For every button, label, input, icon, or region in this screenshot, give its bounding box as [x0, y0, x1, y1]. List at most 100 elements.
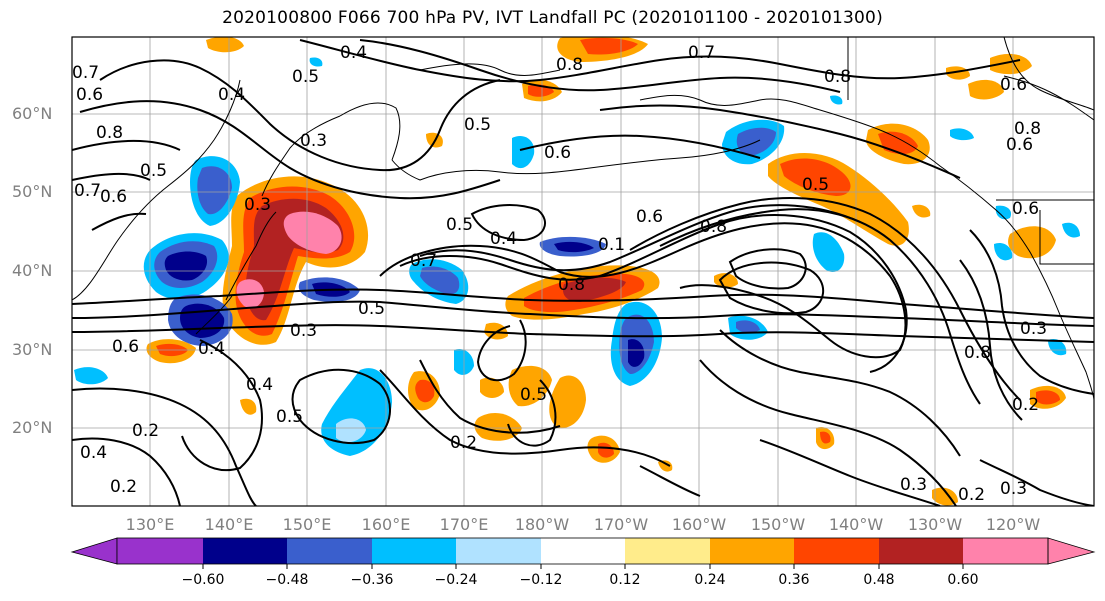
- contour-label: 0.4: [490, 229, 517, 249]
- colorbar-extend-low: [70, 537, 118, 565]
- negative-anomaly-region: [812, 232, 845, 273]
- negative-anomaly-region: [309, 57, 323, 67]
- contour-label: 0.4: [80, 443, 107, 463]
- colorbar: [70, 537, 1096, 569]
- contour-label: 0.5: [292, 67, 319, 87]
- colorbar-segment: [710, 538, 794, 564]
- contour-label: 0.4: [198, 339, 225, 359]
- contour-label: 0.8: [700, 217, 727, 237]
- contour-label: 0.2: [958, 485, 985, 505]
- negative-anomaly-region: [197, 166, 232, 215]
- positive-anomaly-region: [990, 53, 1032, 75]
- lat-label: 20°N: [12, 418, 53, 437]
- positive-anomaly-region: [240, 398, 257, 415]
- positive-anomaly-region: [474, 413, 522, 441]
- colorbar-segment: [541, 538, 625, 564]
- positive-anomaly-region: [283, 211, 342, 254]
- contour-label: 0.3: [900, 475, 927, 495]
- positive-anomaly-region: [415, 379, 435, 403]
- colorbar-segment: [203, 538, 287, 564]
- colorbar-segment: [625, 538, 710, 564]
- pv-anomaly-shading: [74, 37, 1080, 506]
- contour-label-group: 0.4 0.5 0.7 0.6 0.8 0.3 0.5 0.7 0.6 0.8 …: [72, 43, 1047, 505]
- positive-anomaly-region: [508, 365, 552, 407]
- lon-label: 180°W: [514, 515, 570, 534]
- lon-label: 160°W: [671, 515, 727, 534]
- lat-label: 50°N: [12, 182, 53, 201]
- colorbar-extend-high: [1047, 537, 1096, 565]
- contour-label: 0.3: [244, 195, 271, 215]
- contour-label: 0.1: [598, 235, 625, 255]
- contour-label: 0.7: [74, 181, 101, 201]
- negative-anomaly-region: [830, 95, 843, 105]
- colorbar-segment: [456, 538, 541, 564]
- positive-anomaly-region: [598, 442, 614, 458]
- contour-label: 0.3: [1000, 479, 1027, 499]
- contour-label: 0.3: [300, 131, 327, 151]
- contour-label: 0.2: [450, 433, 477, 453]
- contour-label: 0.2: [110, 477, 137, 497]
- positive-anomaly-region: [912, 204, 931, 218]
- contour-label: 0.8: [556, 55, 583, 75]
- contour-label: 0.8: [558, 275, 585, 295]
- positive-anomaly-region: [1036, 390, 1060, 405]
- contour-label: 0.8: [964, 343, 991, 363]
- coastlines: [72, 37, 1094, 401]
- lon-label: 130°W: [907, 515, 963, 534]
- contour-label: 0.7: [688, 43, 715, 63]
- contour-label: 0.6: [100, 187, 127, 207]
- contour-label: 0.3: [1020, 319, 1047, 339]
- positive-anomaly-region: [1008, 226, 1056, 259]
- positive-anomaly-region: [480, 377, 504, 398]
- positive-anomaly-region: [484, 322, 508, 340]
- lon-label: 140°E: [204, 515, 254, 534]
- contour-label: 0.4: [340, 43, 367, 63]
- colorbar-segment: [963, 538, 1048, 564]
- lon-label: 130°E: [125, 515, 175, 534]
- contour-label: 0.6: [1012, 199, 1039, 219]
- contour-label: 0.5: [140, 161, 167, 181]
- colorbar-segment: [794, 538, 879, 564]
- contour-label: 0.5: [446, 215, 473, 235]
- colorbar-tick-label: 0.48: [863, 572, 895, 588]
- negative-anomaly-region: [74, 367, 108, 385]
- contour-label: 0.5: [464, 115, 491, 135]
- negative-anomaly-region: [554, 241, 594, 253]
- negative-anomaly-region: [1062, 222, 1080, 238]
- colorbar-segment: [287, 538, 372, 564]
- negative-anomaly-region: [1048, 338, 1067, 356]
- positive-anomaly-region: [968, 79, 1004, 100]
- negative-anomaly-region: [736, 320, 760, 333]
- positive-anomaly-region: [658, 460, 673, 472]
- positive-anomaly-region: [580, 37, 638, 55]
- colorbar-tick-label: 0.12: [609, 572, 641, 588]
- contour-label: 0.4: [246, 375, 273, 395]
- negative-anomaly-region: [950, 128, 974, 141]
- colorbar-segment: [117, 538, 203, 564]
- positive-anomaly-region: [714, 273, 738, 288]
- contour-label: 0.5: [802, 175, 829, 195]
- lat-label: 60°N: [12, 104, 53, 123]
- contour-label: 0.6: [112, 337, 139, 357]
- colorbar-tick-label: −0.48: [265, 572, 309, 588]
- colorbar-tick-label: 0.24: [694, 572, 726, 588]
- lon-label: 150°W: [750, 515, 806, 534]
- contour-label: 0.6: [1000, 75, 1027, 95]
- colorbar-tick-label: 0.60: [947, 572, 979, 588]
- map-frame: [71, 36, 1095, 507]
- contour-label: 0.6: [76, 85, 103, 105]
- contour-label: 0.5: [276, 407, 303, 427]
- contour-label: 0.7: [72, 63, 99, 83]
- colorbar-tick-label: −0.24: [434, 572, 478, 588]
- graticule: [72, 37, 1094, 506]
- contour-label: 0.8: [96, 123, 123, 143]
- contour-label: 0.4: [218, 85, 245, 105]
- lon-label: 140°W: [828, 515, 884, 534]
- lon-label: 170°W: [593, 515, 649, 534]
- negative-anomaly-region: [164, 251, 208, 281]
- map-title: 2020100800 F066 700 hPa PV, IVT Landfall…: [222, 8, 883, 28]
- contour-label: 0.6: [1006, 135, 1033, 155]
- positive-anomaly-region: [820, 431, 831, 444]
- contour-label: 0.2: [1012, 395, 1039, 415]
